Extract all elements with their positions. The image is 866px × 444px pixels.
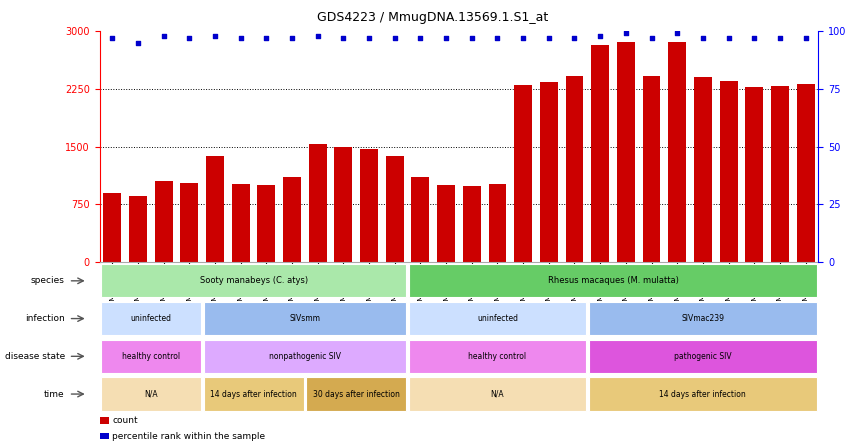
Bar [129,196,147,262]
Point [670,30,684,37]
Bar [334,147,352,262]
Point [619,30,633,37]
Point [414,35,428,42]
Point [208,32,222,39]
Bar [797,84,815,262]
Text: 14 days after infection: 14 days after infection [660,389,746,399]
Point [593,32,607,39]
Point [798,35,812,42]
Bar [589,302,818,335]
Bar [204,377,304,411]
Bar [771,87,789,262]
Point [465,35,479,42]
Text: pathogenic SIV: pathogenic SIV [674,352,732,361]
Bar [565,76,584,262]
Text: percentile rank within the sample: percentile rank within the sample [113,432,265,441]
Bar [694,77,712,262]
Text: GDS4223 / MmugDNA.13569.1.S1_at: GDS4223 / MmugDNA.13569.1.S1_at [317,11,549,24]
Bar [617,42,635,262]
Bar [204,302,406,335]
Bar [100,340,201,373]
Bar [100,432,108,440]
Bar [307,377,406,411]
Bar [514,85,532,262]
Point [337,35,351,42]
Point [773,35,787,42]
Text: uninfected: uninfected [477,314,518,323]
Text: Rhesus macaques (M. mulatta): Rhesus macaques (M. mulatta) [547,276,678,285]
Bar [643,76,661,262]
Bar [409,302,586,335]
Bar [100,264,406,297]
Text: Sooty manabeys (C. atys): Sooty manabeys (C. atys) [199,276,307,285]
Bar [540,82,558,262]
Bar [437,185,456,262]
Bar [669,42,686,262]
Text: SIVsmm: SIVsmm [289,314,320,323]
Bar [409,264,818,297]
Bar [462,186,481,262]
Bar [591,45,609,262]
Bar [180,183,198,262]
Bar [100,417,108,424]
Point [285,35,299,42]
Point [490,35,504,42]
Point [567,35,581,42]
Text: species: species [31,276,65,285]
Text: disease state: disease state [4,352,65,361]
Bar [309,144,326,262]
Point [542,35,556,42]
Bar [283,177,301,262]
Point [747,35,761,42]
Bar [204,340,406,373]
Point [362,35,376,42]
Bar [100,377,201,411]
Point [516,35,530,42]
Point [106,35,120,42]
Bar [411,177,430,262]
Text: SIVmac239: SIVmac239 [682,314,724,323]
Bar [155,181,172,262]
Text: time: time [44,389,65,399]
Text: count: count [113,416,138,425]
Bar [589,340,818,373]
Point [183,35,197,42]
Point [696,35,710,42]
Text: nonpathogenic SIV: nonpathogenic SIV [269,352,341,361]
Point [721,35,735,42]
Text: healthy control: healthy control [469,352,527,361]
Bar [257,185,275,262]
Text: infection: infection [25,314,65,323]
Text: 14 days after infection: 14 days after infection [210,389,297,399]
Text: uninfected: uninfected [131,314,171,323]
Point [388,35,402,42]
Point [131,39,145,46]
Bar [360,149,378,262]
Bar [720,81,738,262]
Bar [206,156,224,262]
Point [157,32,171,39]
Text: 30 days after infection: 30 days after infection [313,389,400,399]
Point [644,35,658,42]
Bar [103,193,121,262]
Point [439,35,453,42]
Bar [589,377,818,411]
Bar [746,87,763,262]
Bar [409,377,586,411]
Text: N/A: N/A [491,389,504,399]
Point [260,35,274,42]
Bar [100,302,201,335]
Text: N/A: N/A [144,389,158,399]
Bar [488,184,507,262]
Text: healthy control: healthy control [122,352,180,361]
Bar [386,156,404,262]
Bar [232,184,249,262]
Bar [409,340,586,373]
Point [311,32,325,39]
Point [234,35,248,42]
